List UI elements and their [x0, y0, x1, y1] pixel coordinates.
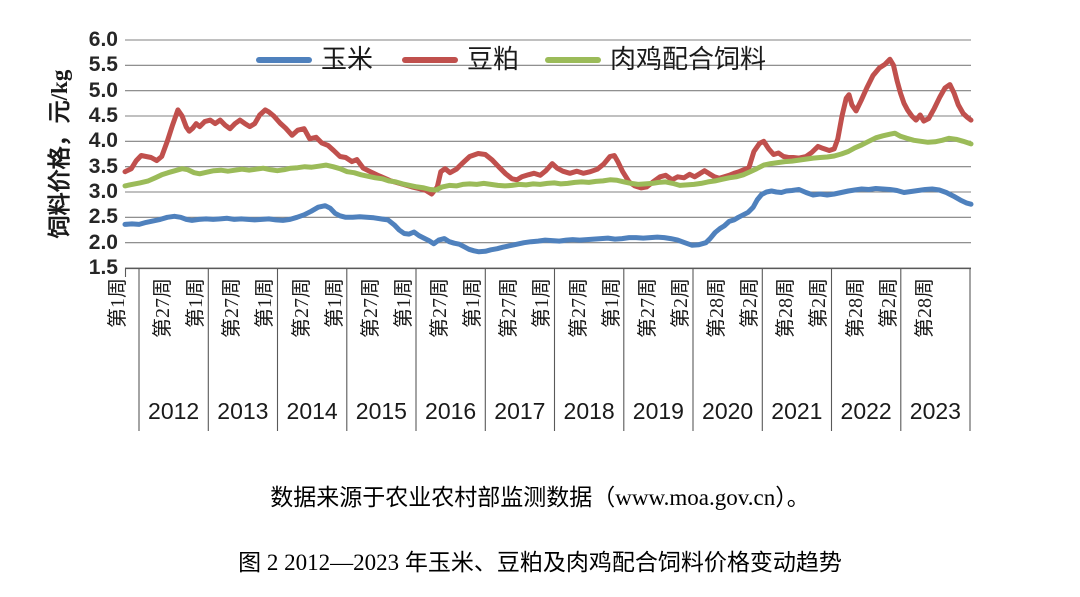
year-label-2014: 2014 [286, 398, 338, 424]
x-axis-week-label: 第27周 [636, 278, 659, 338]
year-label-2013: 2013 [217, 398, 269, 424]
legend-item-2: 豆粕 [402, 44, 519, 76]
x-axis-week-label: 第28周 [913, 278, 936, 338]
y-tick-label: 4.5 [88, 104, 118, 127]
x-axis-week-label: 第2周 [669, 278, 692, 328]
x-axis-week-label: 第1周 [392, 278, 415, 328]
x-axis-week-label: 第27周 [429, 278, 451, 338]
legend-line-swatch [545, 57, 601, 63]
x-axis-week-label: 第28周 [775, 278, 798, 338]
data-source-caption: 数据来源于农业农村部监测数据（www.moa.gov.cn）。 [270, 485, 810, 510]
year-label-2021: 2021 [771, 398, 823, 424]
x-axis-week-label: 第2周 [808, 278, 831, 328]
feed-price-chart: 饲料价格，元/kg 6.0 5.5 5.0 4.5 4.0 3.5 3.0 2.5 2.0 1.5… [0, 0, 974, 440]
x-axis-week-label-first: 第1周 [107, 278, 129, 328]
year-label-2017: 2017 [494, 398, 546, 424]
year-label-2022: 2022 [840, 398, 892, 424]
x-axis-week-label: 第2周 [877, 278, 900, 328]
series-line-肉鸡配合饲料 [122, 130, 974, 193]
x-axis-week-label: 第2周 [739, 278, 761, 328]
x-axis-week-label: 第1周 [531, 278, 554, 328]
series-line-豆粕 [122, 56, 974, 197]
year-label-2020: 2020 [702, 398, 754, 424]
year-label-2018: 2018 [563, 398, 615, 424]
figure-caption: 图 2 2012—2023 年玉米、豆粕及肉鸡配合饲料价格变动趋势 [238, 550, 842, 575]
x-axis-week-label: 第28周 [844, 278, 867, 338]
y-tick-label: 3.0 [88, 180, 118, 203]
x-axis-week-label: 第27周 [221, 278, 244, 338]
legend-item-1: 玉米 [256, 44, 373, 76]
y-axis-tick-labels: 6.0 5.5 5.0 4.5 4.0 3.5 3.0 2.5 2.0 1.5 [0, 0, 118, 440]
y-tick-label: 1.5 [88, 256, 118, 279]
y-tick-label: 5.0 [88, 78, 118, 102]
legend-item-3: 肉鸡配合饲料 [545, 44, 766, 76]
legend-line-swatch [256, 57, 312, 63]
x-axis-week-label: 第27周 [152, 278, 174, 338]
year-label-2023: 2023 [909, 398, 961, 424]
x-axis-week-label: 第27周 [359, 278, 382, 338]
legend-label: 玉米 [321, 45, 374, 74]
year-label-2019: 2019 [632, 398, 684, 424]
x-axis-week-label: 第27周 [498, 278, 521, 338]
x-axis-week-label: 第1周 [254, 278, 277, 328]
year-label-2012: 2012 [148, 398, 200, 424]
x-axis-week-label: 第1周 [462, 278, 484, 328]
x-axis-week-label: 第1周 [600, 278, 623, 328]
y-tick-label: 2.5 [88, 205, 118, 229]
plot-area [122, 39, 974, 431]
series-line-玉米 [122, 186, 974, 255]
x-axis-week-label: 第1周 [323, 278, 346, 328]
x-axis-week-label: 第27周 [567, 278, 590, 338]
legend-label: 肉鸡配合饲料 [610, 45, 767, 74]
legend-label: 豆粕 [467, 45, 520, 74]
year-label-2016: 2016 [425, 398, 477, 424]
legend-line-swatch [402, 57, 458, 63]
year-label-2015: 2015 [355, 398, 407, 424]
x-axis-week-label: 第1周 [185, 278, 207, 328]
y-tick-label: 3.5 [88, 154, 118, 178]
x-axis-week-label: 第27周 [290, 278, 313, 338]
y-tick-label: 5.5 [88, 53, 118, 77]
y-tick-label: 6.0 [88, 28, 118, 51]
y-tick-label: 2.0 [88, 230, 118, 254]
x-axis-week-label: 第28周 [706, 278, 728, 338]
y-tick-label: 4.0 [88, 129, 118, 153]
